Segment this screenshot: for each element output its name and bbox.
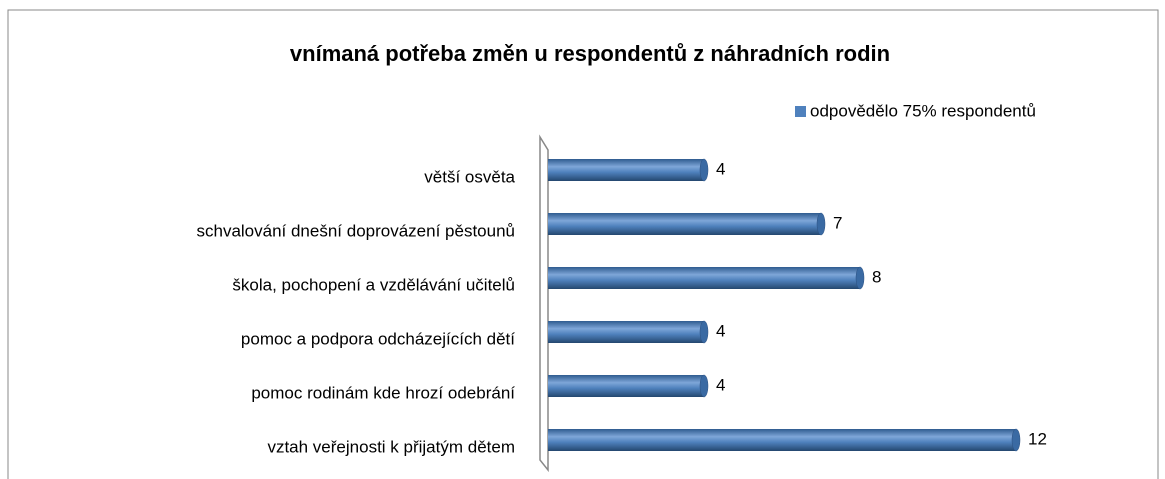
data-label: 4 bbox=[716, 159, 725, 178]
legend-label: odpovědělo 75% respondentů bbox=[810, 101, 1036, 120]
bar bbox=[548, 212, 826, 236]
category-label: schvalování dnešní doprovázení pěstounů bbox=[196, 221, 515, 240]
data-label: 7 bbox=[833, 213, 842, 232]
category-label: větší osvěta bbox=[424, 167, 515, 186]
bar bbox=[548, 374, 709, 398]
data-label: 12 bbox=[1028, 429, 1047, 448]
bar bbox=[548, 266, 865, 290]
data-label: 8 bbox=[872, 267, 881, 286]
bar bbox=[548, 320, 709, 344]
back-wall bbox=[539, 134, 549, 473]
legend-swatch bbox=[795, 106, 806, 117]
bar bbox=[548, 158, 709, 182]
chart-title: vnímaná potřeba změn u respondentů z náh… bbox=[290, 41, 890, 66]
data-label: 4 bbox=[716, 375, 725, 394]
chart-frame bbox=[7, 9, 1159, 479]
category-label: pomoc rodinám kde hrozí odebrání bbox=[251, 383, 515, 402]
category-label: pomoc a podpora odcházejících dětí bbox=[241, 329, 515, 348]
category-label: škola, pochopení a vzdělávání učitelů bbox=[232, 275, 515, 294]
data-label: 4 bbox=[716, 321, 725, 340]
category-label: vztah veřejnosti k přijatým dětem bbox=[267, 437, 515, 456]
bar bbox=[548, 428, 1021, 452]
